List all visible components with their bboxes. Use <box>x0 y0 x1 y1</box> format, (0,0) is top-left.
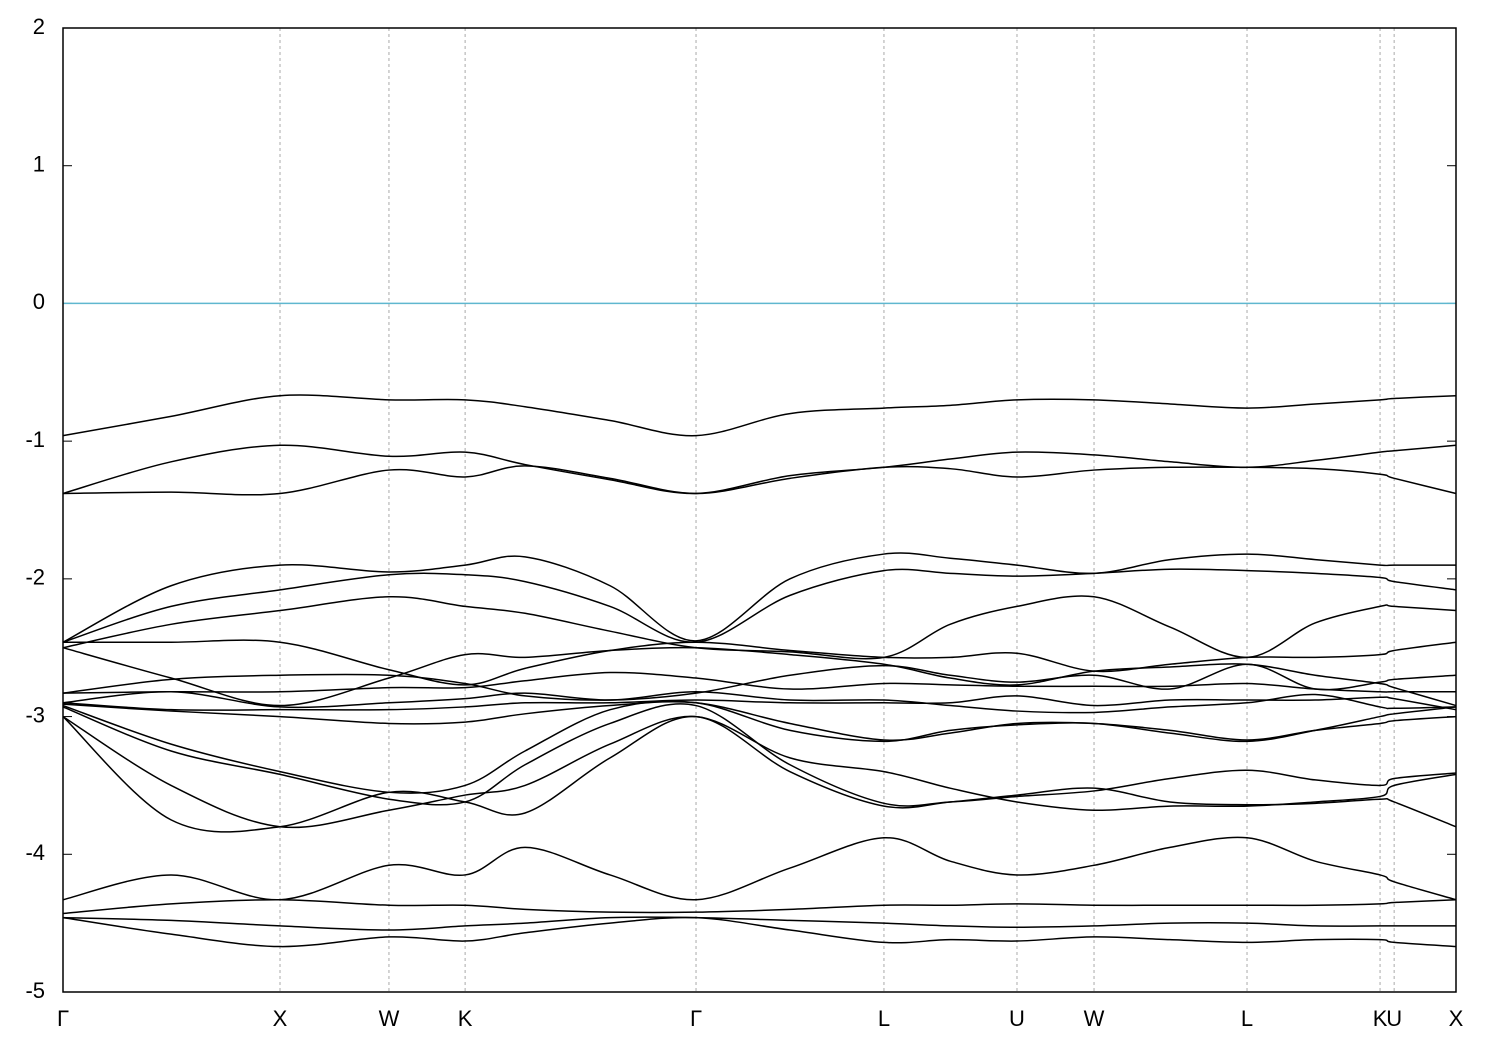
band <box>62 703 1457 807</box>
x-tick-label: X <box>1449 1006 1464 1031</box>
band <box>62 552 1456 643</box>
band <box>62 916 1457 948</box>
y-tick-label: -5 <box>25 978 45 1003</box>
band <box>62 695 1457 711</box>
plot-frame <box>62 27 1457 993</box>
x-tick-label: W <box>379 1006 400 1031</box>
y-tick-label: -4 <box>25 840 45 865</box>
band <box>62 568 1457 643</box>
x-tick-label: K <box>458 1006 473 1031</box>
band <box>62 663 1457 701</box>
band <box>62 671 1456 694</box>
band <box>62 700 1457 794</box>
y-tick-label: -3 <box>25 702 45 727</box>
x-tick-label: K <box>1373 1006 1388 1031</box>
band <box>62 595 1457 660</box>
band <box>62 394 1457 437</box>
y-tick-label: -2 <box>25 565 45 590</box>
band <box>62 691 1457 714</box>
band <box>62 465 1457 496</box>
band <box>62 916 1456 931</box>
y-tick-label: -1 <box>25 427 45 452</box>
x-tick-label: L <box>1241 1006 1253 1031</box>
band <box>62 444 1457 495</box>
x-tick-label: L <box>878 1006 890 1031</box>
y-tick-label: 2 <box>33 14 45 39</box>
x-tick-label: Γ <box>57 1006 69 1031</box>
band <box>62 836 1457 901</box>
x-tick-label: X <box>273 1006 288 1031</box>
band <box>62 715 1457 833</box>
x-tick-label: Γ <box>690 1006 702 1031</box>
y-tick-label: 0 <box>33 289 45 314</box>
band <box>63 639 1457 686</box>
x-tick-label: U <box>1009 1006 1025 1031</box>
y-tick-label: 1 <box>33 152 45 177</box>
x-tick-label: W <box>1084 1006 1105 1031</box>
band <box>62 898 1457 915</box>
x-tick-label: U <box>1386 1006 1402 1031</box>
